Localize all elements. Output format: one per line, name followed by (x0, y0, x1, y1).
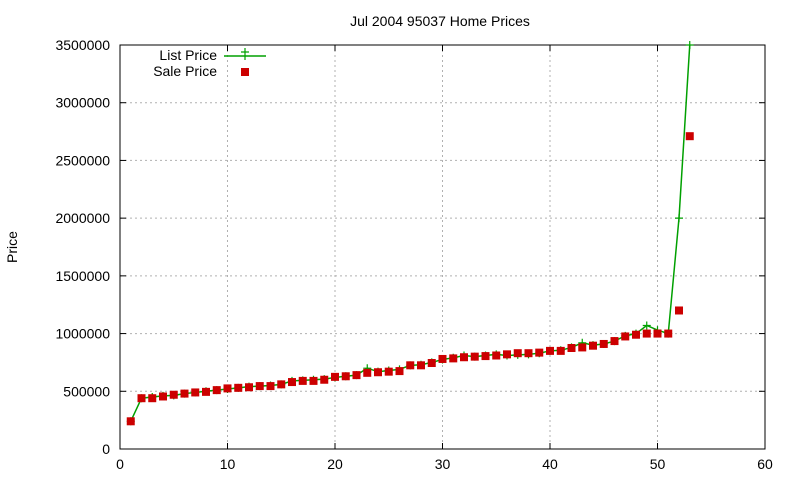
sale-price-point (266, 382, 275, 391)
sale-price-point (406, 361, 415, 370)
sale-price-point (137, 394, 146, 403)
y-tick-label: 2000000 (55, 210, 110, 226)
sale-price-point (470, 352, 479, 361)
y-tick-labels: 0 500000 1000000 1500000 2000000 2500000 30000… (55, 37, 110, 457)
sale-price-point (492, 351, 501, 360)
x-tick-label: 30 (435, 456, 451, 472)
y-tick-label: 2500000 (55, 152, 110, 168)
x-tick-label: 50 (650, 456, 666, 472)
sale-price-point (567, 344, 576, 352)
sale-price-point (309, 376, 318, 385)
sale-price-point (374, 368, 382, 377)
x-tick-label: 40 (542, 456, 558, 472)
sale-price-point (341, 372, 350, 381)
legend-marker-list-price (241, 48, 249, 60)
sale-price-point (632, 330, 640, 339)
sale-price-point (288, 378, 296, 387)
series-layer (126, 41, 694, 426)
x-tick-labels: 0 10 20 30 40 50 60 (116, 456, 773, 472)
y-tick-label: 0 (102, 441, 110, 457)
sale-price-point (685, 132, 694, 141)
x-tick-label: 0 (116, 456, 124, 472)
sale-price-point (503, 350, 511, 359)
sale-price-point (664, 329, 673, 338)
sale-price-point (352, 371, 361, 380)
sale-price-point (234, 383, 243, 392)
sale-price-point (395, 367, 404, 376)
sale-price-point (449, 354, 458, 363)
sale-price-point (363, 368, 372, 377)
y-tick-label: 3500000 (55, 37, 110, 53)
sale-price-point (642, 329, 651, 338)
sale-price-point (621, 332, 630, 341)
legend: List Price Sale Price (153, 47, 266, 79)
list-price-point (685, 41, 694, 49)
x-tick-label: 60 (757, 456, 773, 472)
sale-price-point (245, 383, 253, 392)
sale-price-point (320, 375, 329, 384)
sale-price-point (546, 346, 554, 355)
sale-price-point (202, 387, 210, 396)
grid (120, 45, 765, 449)
sale-price-point (578, 343, 587, 352)
sale-price-point (223, 384, 232, 393)
sale-price-point (535, 348, 544, 357)
sale-price-point (427, 359, 436, 368)
sale-price-point (460, 353, 468, 362)
list-price-point (675, 214, 683, 223)
sale-price-point (675, 306, 683, 315)
y-tick-label: 1500000 (55, 268, 110, 284)
sale-price-point (524, 349, 533, 358)
sale-price-point (438, 354, 447, 363)
sale-price-point (126, 417, 135, 426)
sale-price-point (169, 390, 178, 399)
sale-price-point (589, 341, 597, 350)
sale-price-point (180, 389, 189, 398)
sale-price-point (255, 382, 264, 391)
legend-label-sale-price: Sale Price (153, 63, 217, 79)
sale-price-point (331, 372, 339, 381)
sale-price-point (148, 394, 157, 403)
y-tick-label: 3000000 (55, 95, 110, 111)
sale-price-point (481, 352, 490, 361)
x-tick-label: 20 (327, 456, 343, 472)
y-tick-label: 500000 (63, 383, 110, 399)
sale-price-point (277, 380, 286, 389)
sale-price-point (417, 361, 425, 370)
sale-price-point (212, 386, 221, 395)
sale-price-point (599, 339, 608, 348)
sale-price-point (384, 367, 393, 376)
sale-price-point (610, 337, 619, 346)
sale-price-point (556, 346, 565, 355)
sale-price-point (653, 329, 662, 338)
sale-price-point (191, 388, 200, 397)
sale-price-point (159, 392, 167, 401)
y-tick-label: 1000000 (55, 326, 110, 342)
legend-marker-sale-price (241, 68, 249, 76)
y-axis-label: Price (4, 231, 20, 263)
axis-ticks (119, 44, 766, 450)
x-tick-label: 10 (220, 456, 236, 472)
chart-title: Jul 2004 95037 Home Prices (350, 13, 530, 29)
legend-label-list-price: List Price (159, 47, 217, 63)
list-price-point (642, 321, 651, 330)
sale-price-point (298, 376, 307, 385)
sale-price-point (513, 349, 522, 358)
